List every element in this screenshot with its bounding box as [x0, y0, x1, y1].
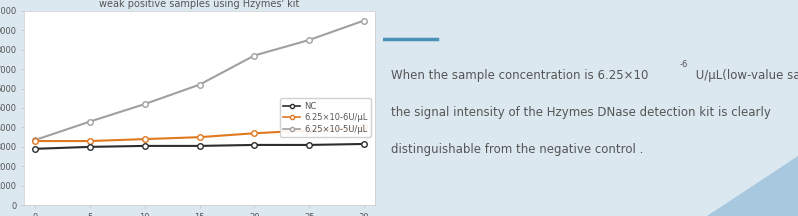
Text: the signal intensity of the Hzymes DNase detection kit is clearly: the signal intensity of the Hzymes DNase…: [391, 106, 771, 119]
Text: When the sample concentration is 6.25×10: When the sample concentration is 6.25×10: [391, 69, 649, 82]
Polygon shape: [707, 156, 798, 216]
Legend: NC, 6.25×10-6U/μL, 6.25×10-5U/μL: NC, 6.25×10-6U/μL, 6.25×10-5U/μL: [280, 98, 371, 137]
Text: distinguishable from the negative control .: distinguishable from the negative contro…: [391, 143, 644, 156]
Title: Fluorescence kinetic curves of DNase I detection of
weak positive samples using : Fluorescence kinetic curves of DNase I d…: [74, 0, 325, 9]
Text: U/μL(low-value sample),: U/μL(low-value sample),: [692, 69, 798, 82]
Text: -6: -6: [680, 60, 688, 70]
